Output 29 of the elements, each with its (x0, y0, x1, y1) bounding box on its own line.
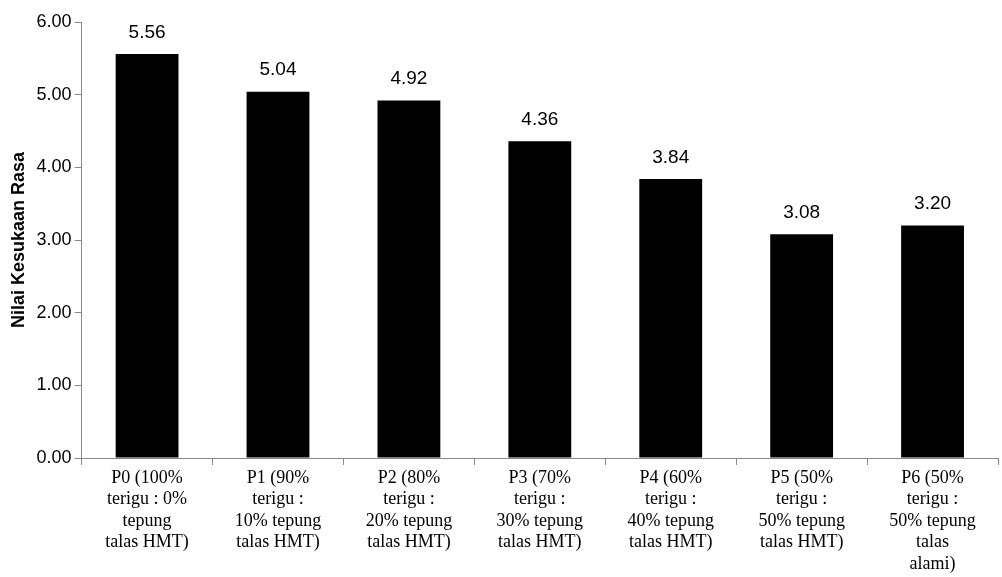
data-label: 3.08 (783, 200, 821, 222)
bar (639, 178, 703, 458)
y-tick-label: 5.00 (36, 83, 72, 104)
y-tick-label: 2.00 (36, 301, 72, 322)
bar (115, 53, 179, 458)
y-tick-label: 1.00 (36, 374, 72, 395)
bar (246, 91, 310, 458)
x-tick-label: P2 (80% terigu : 20% tepung talas HMT) (365, 466, 453, 553)
data-label: 3.20 (914, 192, 952, 214)
bar (377, 100, 441, 458)
y-tick-label: 4.00 (36, 156, 72, 177)
bar (508, 141, 572, 458)
y-tick-label: 3.00 (36, 228, 72, 249)
data-label: 3.84 (652, 145, 690, 167)
x-tick-label: P3 (70% terigu : 30% tepung talas HMT) (496, 466, 584, 553)
x-tick-label: P6 (50% terigu : 50% tepung talas alami) (889, 466, 976, 574)
data-label: 5.56 (128, 20, 166, 42)
x-tick-label: P1 (90% terigu : 10% tepung talas HMT) (234, 466, 322, 553)
data-label: 4.92 (390, 67, 428, 89)
x-tick-label: P4 (60% terigu : 40% tepung talas HMT) (627, 466, 714, 553)
data-label: 4.36 (521, 107, 559, 129)
bar (770, 234, 834, 458)
x-tick-label: P5 (50% terigu : 50% tepung talas HMT) (758, 466, 845, 553)
y-tick-label: 0.00 (36, 446, 72, 467)
y-axis-title: Nilai Kesukaan Rasa (7, 150, 28, 329)
x-tick-label: P0 (100% terigu : 0% tepung talas HMT) (105, 466, 189, 553)
data-label: 5.04 (259, 58, 297, 80)
bar (901, 225, 964, 458)
y-tick-label: 6.00 (36, 10, 72, 31)
